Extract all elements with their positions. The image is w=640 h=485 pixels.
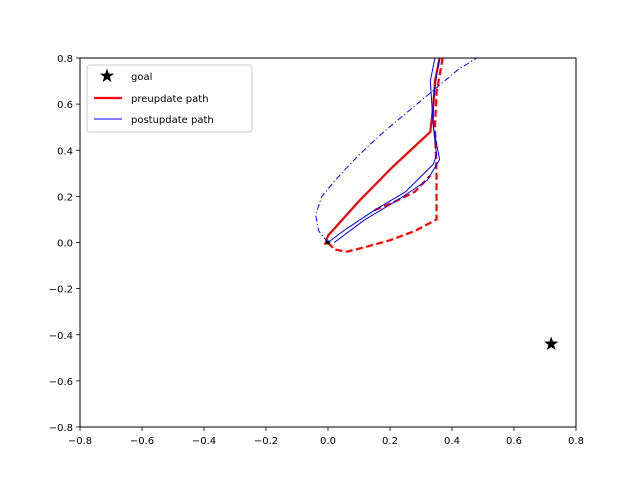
y-tick-label: 0.6 — [57, 100, 73, 111]
x-tick-label: 0.8 — [568, 436, 584, 447]
x-tick-label: 0.0 — [320, 436, 336, 447]
legend-label-postupdate: postupdate path — [131, 115, 214, 126]
x-tick-label: −0.6 — [130, 436, 154, 447]
y-tick-label: 0.4 — [57, 146, 73, 157]
marker-layer — [326, 240, 559, 351]
series-line-5-dashdot — [315, 58, 478, 243]
series-layer — [315, 58, 478, 253]
y-tick-label: 0.8 — [57, 54, 73, 65]
series-line-1-dashed — [327, 58, 444, 253]
legend: goal preupdate path postupdate path — [86, 64, 253, 133]
series-line-4-solid — [327, 58, 437, 243]
x-tick-label: −0.2 — [254, 436, 278, 447]
y-tick-label: −0.6 — [49, 377, 73, 388]
series-line-0-solid — [323, 58, 441, 246]
y-tick-label: 0.0 — [57, 239, 73, 250]
legend-label-goal: goal — [131, 72, 152, 83]
y-tick-label: −0.8 — [49, 423, 73, 434]
y-tick-label: −0.4 — [49, 331, 73, 342]
y-tick-label: −0.2 — [49, 285, 73, 296]
x-tick-label: −0.4 — [192, 436, 216, 447]
legend-label-preupdate: preupdate path — [131, 94, 209, 105]
x-tick-label: 0.6 — [506, 436, 522, 447]
start-point-marker — [326, 240, 330, 245]
y-tick-label: 0.2 — [57, 192, 73, 203]
y-axis: −0.8 −0.6 −0.4 −0.2 0.0 0.2 0.4 0.6 0.8 — [49, 54, 80, 434]
series-line-3-solid — [333, 58, 441, 243]
x-axis: −0.8 −0.6 −0.4 −0.2 0.0 0.2 0.4 0.6 0.8 — [68, 427, 584, 447]
x-tick-label: −0.8 — [68, 436, 92, 447]
goal-star-marker — [544, 336, 559, 351]
legend-box — [86, 64, 253, 133]
legend-goal-star-icon — [99, 68, 115, 83]
x-tick-label: 0.4 — [444, 436, 460, 447]
x-tick-label: 0.2 — [382, 436, 398, 447]
